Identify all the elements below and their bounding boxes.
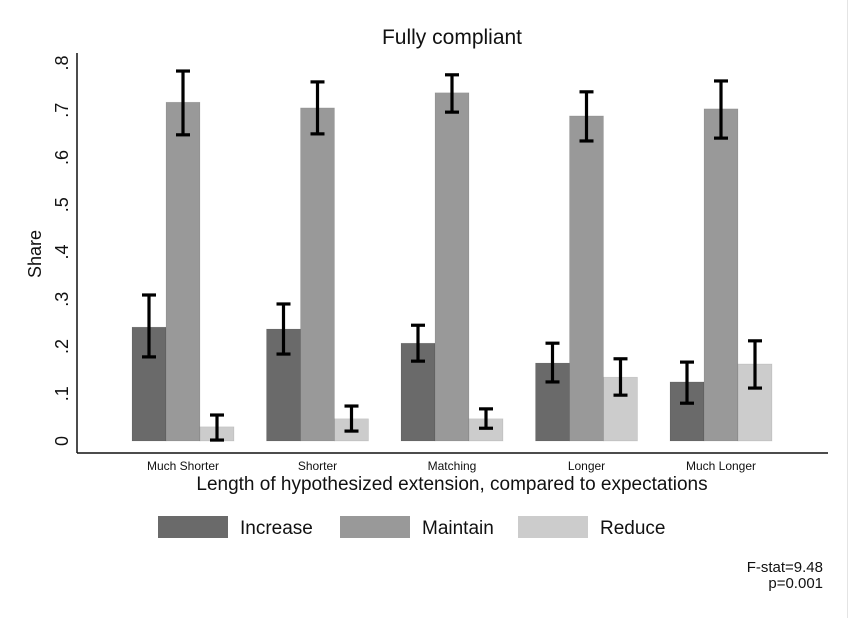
error-bar [310, 80, 325, 136]
chart-title: Fully compliant [382, 26, 522, 49]
x-tick-label: Much Shorter [147, 459, 219, 473]
error-bar [445, 73, 459, 114]
legend-label: Increase [240, 518, 313, 539]
x-tick-label: Matching [428, 459, 477, 473]
y-tick-label: .3 [52, 292, 72, 307]
error-bar [176, 69, 190, 137]
legend-swatch [158, 516, 228, 538]
x-tick-label: Shorter [298, 459, 337, 473]
legend-label: Reduce [600, 518, 666, 539]
y-axis-label: Share [25, 230, 45, 278]
error-bar [411, 323, 425, 363]
error-bar [613, 357, 628, 397]
y-tick-label: .7 [52, 103, 72, 118]
bar-maintain-shorter [300, 107, 335, 442]
y-tick-label: .5 [52, 197, 72, 212]
y-tick-label: .8 [52, 55, 72, 70]
error-bar [545, 341, 560, 384]
y-tick-label: 0 [52, 436, 72, 446]
bar-maintain-matching [434, 92, 470, 442]
error-bar [276, 302, 291, 356]
bar-maintain-much-longer [703, 108, 739, 442]
error-bar [344, 404, 359, 433]
x-tick-labels: Much Shorter Shorter Matching Longer Much Lo… [147, 459, 756, 473]
legend-item-increase: Increase [158, 516, 313, 539]
legend-swatch [340, 516, 410, 538]
bar-reduce-much-longer [737, 363, 773, 442]
p-value-annotation: p=0.001 [768, 575, 823, 592]
x-axis-label: Length of hypothesized extension, compar… [196, 474, 707, 495]
f-stat-annotation: F-stat=9.48 [747, 559, 823, 576]
legend-label: Maintain [422, 518, 494, 539]
image-edge-line [847, 0, 848, 618]
legend-item-maintain: Maintain [340, 516, 494, 539]
error-bar [210, 413, 224, 442]
error-bar [579, 90, 594, 143]
error-bar [714, 79, 728, 140]
error-bar [479, 407, 493, 430]
legend-swatch [518, 516, 588, 538]
x-tick-label: Longer [568, 459, 605, 473]
legend: Increase Maintain Reduce [158, 516, 666, 539]
y-tick-label: .1 [52, 386, 72, 401]
bar-maintain-much-shorter [165, 101, 201, 442]
y-tick-label: .2 [52, 339, 72, 354]
error-bar [748, 339, 762, 390]
bar-maintain-longer [569, 115, 604, 442]
legend-item-reduce: Reduce [518, 516, 666, 539]
y-tick-label: .4 [52, 244, 72, 259]
y-tick-label: .6 [52, 150, 72, 165]
bars-group [131, 92, 773, 442]
error-bars-group [142, 69, 762, 442]
y-tick-labels: 0 .1 .2 .3 .4 .5 .6 .7 .8 [52, 55, 72, 446]
error-bar [142, 293, 156, 359]
x-tick-label: Much Longer [686, 459, 756, 473]
error-bar [680, 360, 694, 405]
